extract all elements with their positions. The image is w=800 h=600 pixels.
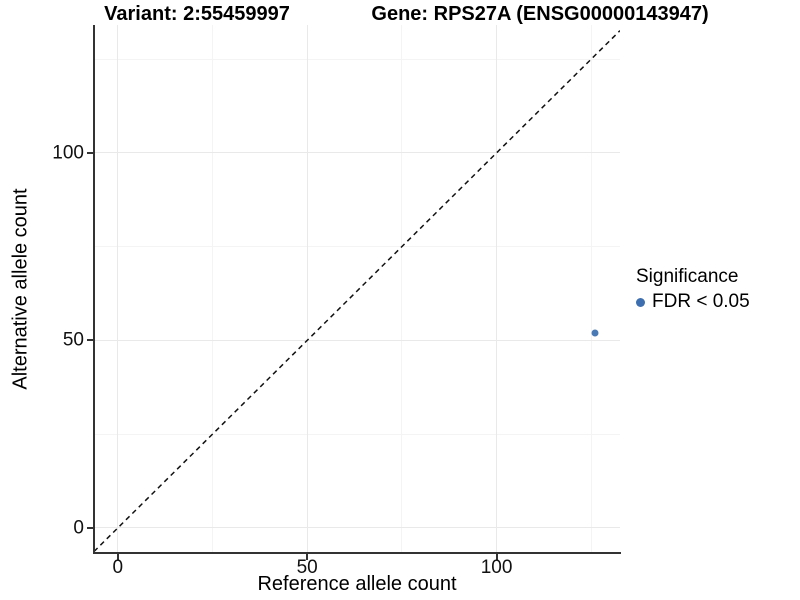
x-major-gridline (117, 25, 119, 553)
y-minor-gridline (94, 433, 620, 435)
x-minor-gridline (590, 25, 592, 553)
y-tick-mark (87, 151, 93, 154)
y-axis-line (93, 25, 95, 554)
y-minor-gridline (94, 58, 620, 60)
plot-panel (94, 25, 620, 553)
x-axis-line (93, 552, 621, 554)
legend-point-icon (636, 297, 645, 307)
x-tick-label: 100 (480, 557, 513, 578)
plot-title-gene: Gene: RPS27A (ENSG00000143947) (371, 3, 709, 25)
x-tick-label: 0 (112, 557, 124, 578)
y-major-gridline (94, 339, 620, 341)
data-point (591, 329, 599, 337)
y-tick-label: 100 (52, 142, 84, 164)
x-tick-mark (495, 554, 498, 560)
x-major-gridline (496, 25, 498, 553)
y-tick-mark (87, 339, 93, 342)
y-tick-mark (87, 526, 93, 529)
legend-title: Significance (636, 266, 739, 287)
legend-item-fdr: FDR < 0.05 (636, 291, 750, 313)
x-tick-mark (116, 554, 119, 560)
y-tick-label: 50 (62, 329, 84, 351)
x-tick-mark (306, 554, 309, 560)
x-minor-gridline (401, 25, 403, 553)
plot-title-variant: Variant: 2:55459997 (104, 3, 290, 25)
x-minor-gridline (212, 25, 214, 553)
y-axis-title: Alternative allele count (9, 188, 32, 390)
x-tick-label: 50 (296, 557, 318, 578)
x-major-gridline (306, 25, 308, 553)
x-axis-title: Reference allele count (257, 573, 457, 595)
identity-line (94, 30, 620, 553)
y-tick-label: 0 (73, 517, 84, 539)
identity-line-layer (94, 30, 620, 553)
legend-item-label: FDR < 0.05 (652, 291, 750, 312)
y-major-gridline (94, 152, 620, 154)
y-major-gridline (94, 527, 620, 529)
legend: Significance FDR < 0.05 (636, 266, 750, 313)
y-minor-gridline (94, 246, 620, 248)
